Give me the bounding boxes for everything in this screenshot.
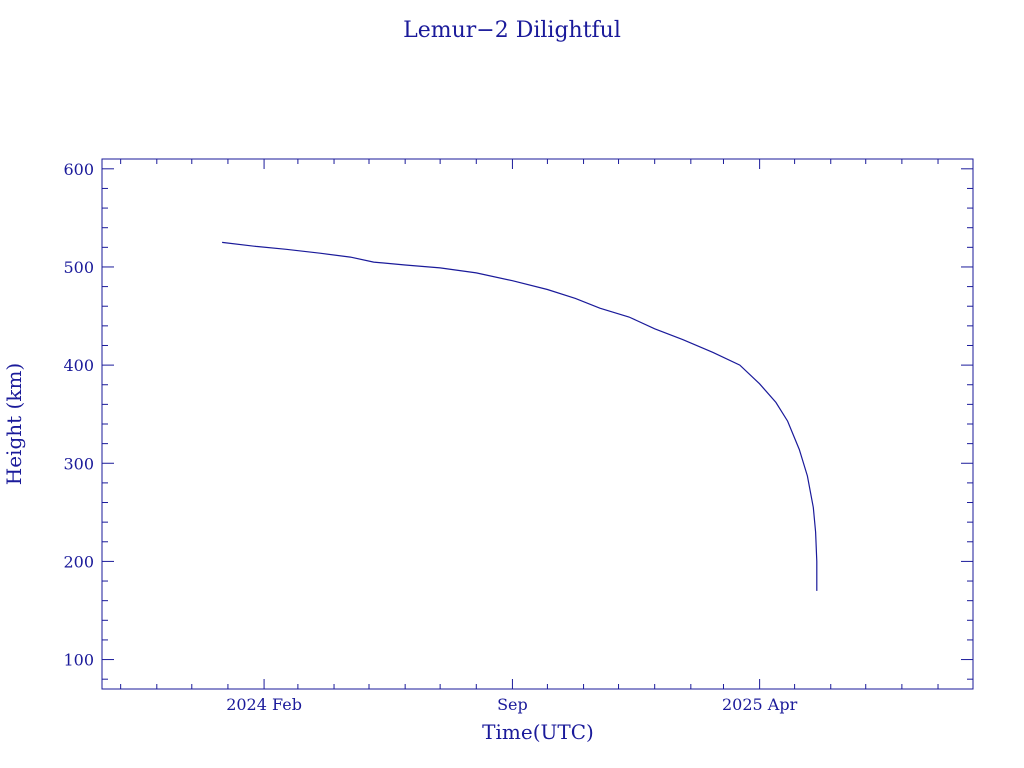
y-tick-label: 300 [63, 454, 94, 473]
y-tick-label: 400 [63, 356, 94, 375]
x-axis-ticks [120, 159, 939, 689]
plot-frame [101, 158, 974, 690]
chart-title: Lemur−2 Dilightful [403, 18, 621, 43]
x-tick-label: 2025 Apr [722, 695, 798, 714]
x-axis-tick-labels: 2024 Feb Sep 2025 Apr [226, 695, 797, 714]
x-tick-label: Sep [497, 695, 528, 714]
x-tick-label: 2024 Feb [226, 695, 302, 714]
y-tick-label: 100 [63, 651, 94, 670]
y-axis-tick-labels: 100 200 300 400 500 600 [63, 160, 94, 670]
y-axis-label: Height (km) [2, 363, 26, 485]
y-axis-ticks [102, 168, 973, 680]
y-tick-label: 500 [63, 258, 94, 277]
y-tick-label: 200 [63, 552, 94, 571]
y-tick-label: 600 [63, 160, 94, 179]
height-series-line [222, 241, 818, 591]
x-axis-label: Time(UTC) [482, 720, 594, 744]
